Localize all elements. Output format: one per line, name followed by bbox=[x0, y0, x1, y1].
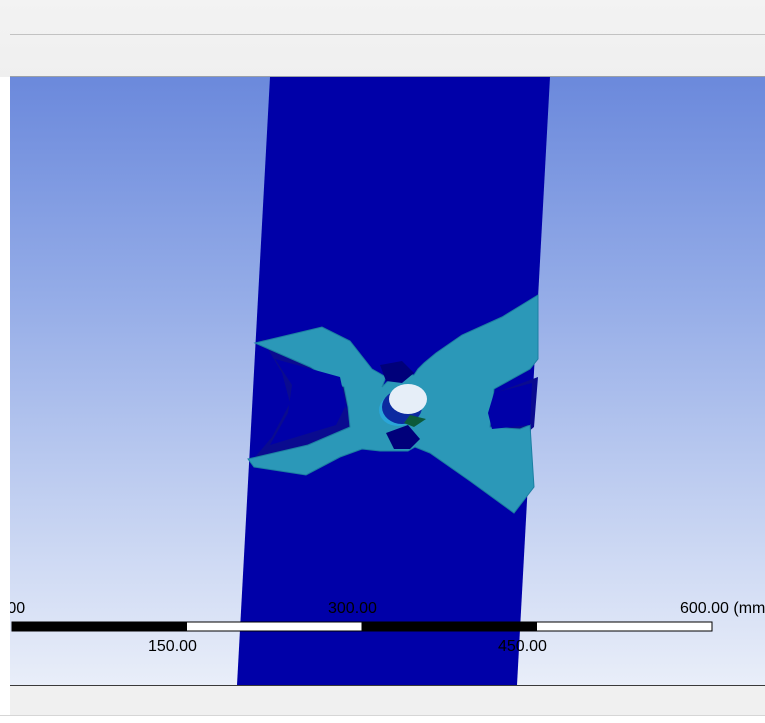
model-hole-edge bbox=[404, 415, 426, 427]
model-notch-left bbox=[270, 359, 346, 445]
model-lower-gap bbox=[386, 425, 420, 449]
toolbar-area bbox=[0, 0, 765, 77]
model-upper-gap bbox=[380, 361, 414, 383]
toolbar-separator bbox=[10, 34, 765, 35]
model-hole[interactable] bbox=[389, 384, 427, 414]
model-notch-right bbox=[488, 383, 532, 429]
status-bar bbox=[10, 685, 765, 716]
footer-strip bbox=[0, 715, 765, 723]
graphics-viewport[interactable]: 0.00 300.00 600.00 (mm) 150.00 450.00 bbox=[10, 77, 765, 685]
toolbar-bottom-border bbox=[10, 76, 765, 77]
model-view bbox=[237, 77, 550, 685]
